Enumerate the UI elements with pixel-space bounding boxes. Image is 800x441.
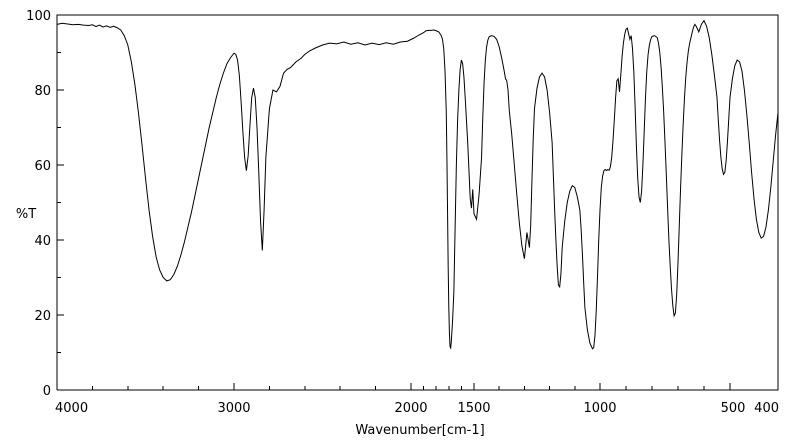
x-tick-label-1000: 1000 — [583, 401, 616, 416]
x-tick-label-500: 500 — [721, 401, 746, 416]
x-tick-label-4000: 4000 — [55, 401, 88, 416]
plot-frame — [56, 14, 779, 391]
y-axis-minor-ticks — [57, 52, 61, 353]
x-tick-label-3000: 3000 — [217, 401, 250, 416]
spectrum-trace-group — [56, 19, 779, 350]
plot-frame-border — [56, 14, 779, 391]
y-tick-label-0: 0 — [43, 384, 51, 399]
x-axis-title: Wavenumber[cm-1] — [355, 423, 484, 438]
x-axis-minor-ticks — [91, 386, 705, 390]
x-tick-label-2000: 2000 — [394, 401, 427, 416]
y-tick-label-60: 60 — [34, 159, 51, 174]
y-tick-label-100: 100 — [26, 9, 51, 24]
y-tick-label-40: 40 — [34, 234, 51, 249]
y-tick-label-80: 80 — [34, 84, 51, 99]
transmittance-trace — [56, 19, 779, 350]
y-axis-tick-labels: 100 80 60 40 20 0 — [26, 9, 51, 399]
x-axis-tick-labels: 4000 3000 2000 1500 1000 500 400 — [55, 401, 779, 416]
x-tick-label-400: 400 — [754, 401, 779, 416]
y-axis-title: %T — [16, 207, 36, 222]
x-axis-major-ticks — [56, 383, 779, 390]
y-tick-label-20: 20 — [34, 309, 51, 324]
x-tick-label-1500: 1500 — [457, 401, 490, 416]
y-axis-major-ticks — [57, 14, 64, 391]
